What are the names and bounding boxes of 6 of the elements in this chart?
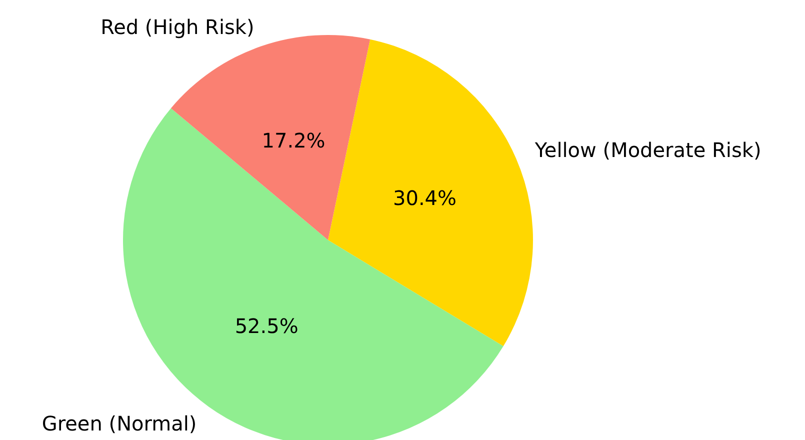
data-label: 52.5% — [234, 314, 298, 338]
slice-label: Green (Normal) — [42, 411, 197, 436]
data-label: 30.4% — [392, 186, 457, 210]
data-label: 17.2% — [262, 128, 326, 152]
slice-label: Yellow (Moderate Risk) — [534, 138, 762, 162]
slice-label: Red (High Risk) — [100, 14, 254, 39]
